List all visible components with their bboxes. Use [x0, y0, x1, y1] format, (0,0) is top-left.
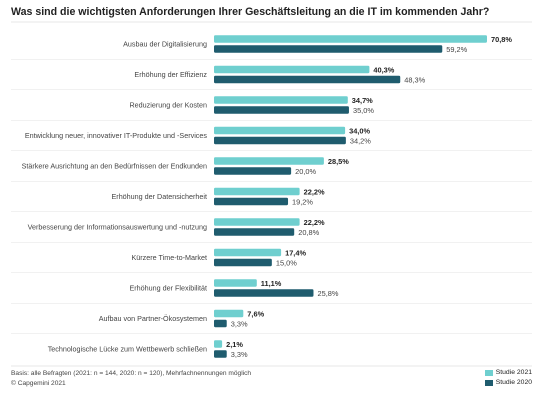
category-label: Aufbau von Partner-Ökosystemen — [99, 314, 207, 323]
category-label: Erhöhung der Effizienz — [134, 70, 207, 79]
legend-swatch-2021 — [484, 369, 493, 376]
category-label: Verbesserung der Informationsauswertung … — [28, 223, 207, 232]
bar-2020 — [214, 106, 349, 114]
bar-2020 — [214, 228, 295, 236]
value-label-2020: 3,3% — [231, 350, 248, 359]
bar-2021 — [214, 65, 370, 74]
legend-label-2021: Studie 2021 — [495, 369, 532, 376]
bar-2020 — [214, 45, 443, 53]
value-label-2020: 35,0% — [353, 106, 374, 115]
bar-2021 — [214, 187, 300, 196]
value-label-2021: 70,8% — [491, 35, 512, 44]
value-label-2021: 17,4% — [285, 248, 306, 257]
bar-2021 — [214, 279, 257, 287]
bar-2020 — [214, 197, 289, 206]
value-label-2021: 2,1% — [226, 340, 243, 349]
bar-2020 — [214, 167, 292, 175]
value-label-2020: 59,2% — [446, 45, 467, 54]
value-label-2020: 20,0% — [295, 167, 316, 176]
value-label-2020: 15,0% — [276, 258, 297, 267]
bar-2021 — [214, 248, 282, 257]
bar-2020 — [214, 75, 401, 84]
value-label-2020: 20,8% — [298, 228, 319, 237]
bar-2021 — [214, 157, 324, 165]
value-label-2020: 34,2% — [350, 136, 371, 145]
value-label-2020: 48,3% — [404, 75, 425, 84]
bar-2020 — [214, 258, 272, 267]
bar-2021 — [214, 340, 223, 348]
bar-2021 — [214, 218, 300, 226]
value-label-2021: 28,5% — [328, 157, 349, 166]
category-label: Erhöhung der Flexibilität — [129, 284, 207, 293]
legend-swatch-2020 — [484, 379, 493, 386]
category-label: Stärkere Ausrichtung an den Bedürfnissen… — [22, 162, 207, 171]
value-label-2021: 22,2% — [304, 218, 325, 227]
value-label-2021: 34,0% — [349, 126, 370, 135]
category-label: Reduzierung der Kosten — [129, 101, 207, 110]
value-label-2021: 40,3% — [373, 65, 394, 74]
value-label-2021: 11,1% — [261, 279, 282, 288]
value-label-2021: 34,7% — [352, 96, 373, 105]
value-label-2021: 7,6% — [247, 309, 264, 318]
bar-2020 — [214, 289, 314, 297]
category-label: Technologische Lücke zum Wettbewerb schl… — [48, 345, 207, 354]
bar-2021 — [214, 96, 348, 104]
bar-2020 — [214, 319, 227, 328]
bar-2020 — [214, 136, 346, 145]
category-label: Entwicklung neuer, innovativer IT-Produk… — [25, 131, 208, 140]
footer-copyright: © Capgemini 2021 — [11, 380, 66, 387]
category-label: Ausbau der Digitalisierung — [123, 40, 207, 49]
bar-2021 — [214, 126, 346, 135]
bar-2021 — [214, 35, 487, 43]
value-label-2020: 25,8% — [317, 289, 338, 298]
legend-label-2020: Studie 2020 — [495, 379, 532, 386]
legend-item-2021: Studie 2021 — [484, 369, 532, 376]
legend-item-2020: Studie 2020 — [484, 379, 532, 386]
footer-basis: Basis: alle Befragten (2021: n = 144, 20… — [11, 370, 252, 377]
value-label-2020: 3,3% — [231, 319, 248, 328]
value-label-2020: 19,2% — [292, 197, 313, 206]
chart-title: Was sind die wichtigsten Anforderungen I… — [11, 6, 490, 18]
bar-2021 — [214, 309, 244, 318]
category-label: Erhöhung der Datensicherheit — [112, 192, 208, 201]
value-label-2021: 22,2% — [304, 187, 325, 196]
bar-2020 — [214, 350, 227, 358]
category-label: Kürzere Time-to-Market — [132, 253, 208, 262]
